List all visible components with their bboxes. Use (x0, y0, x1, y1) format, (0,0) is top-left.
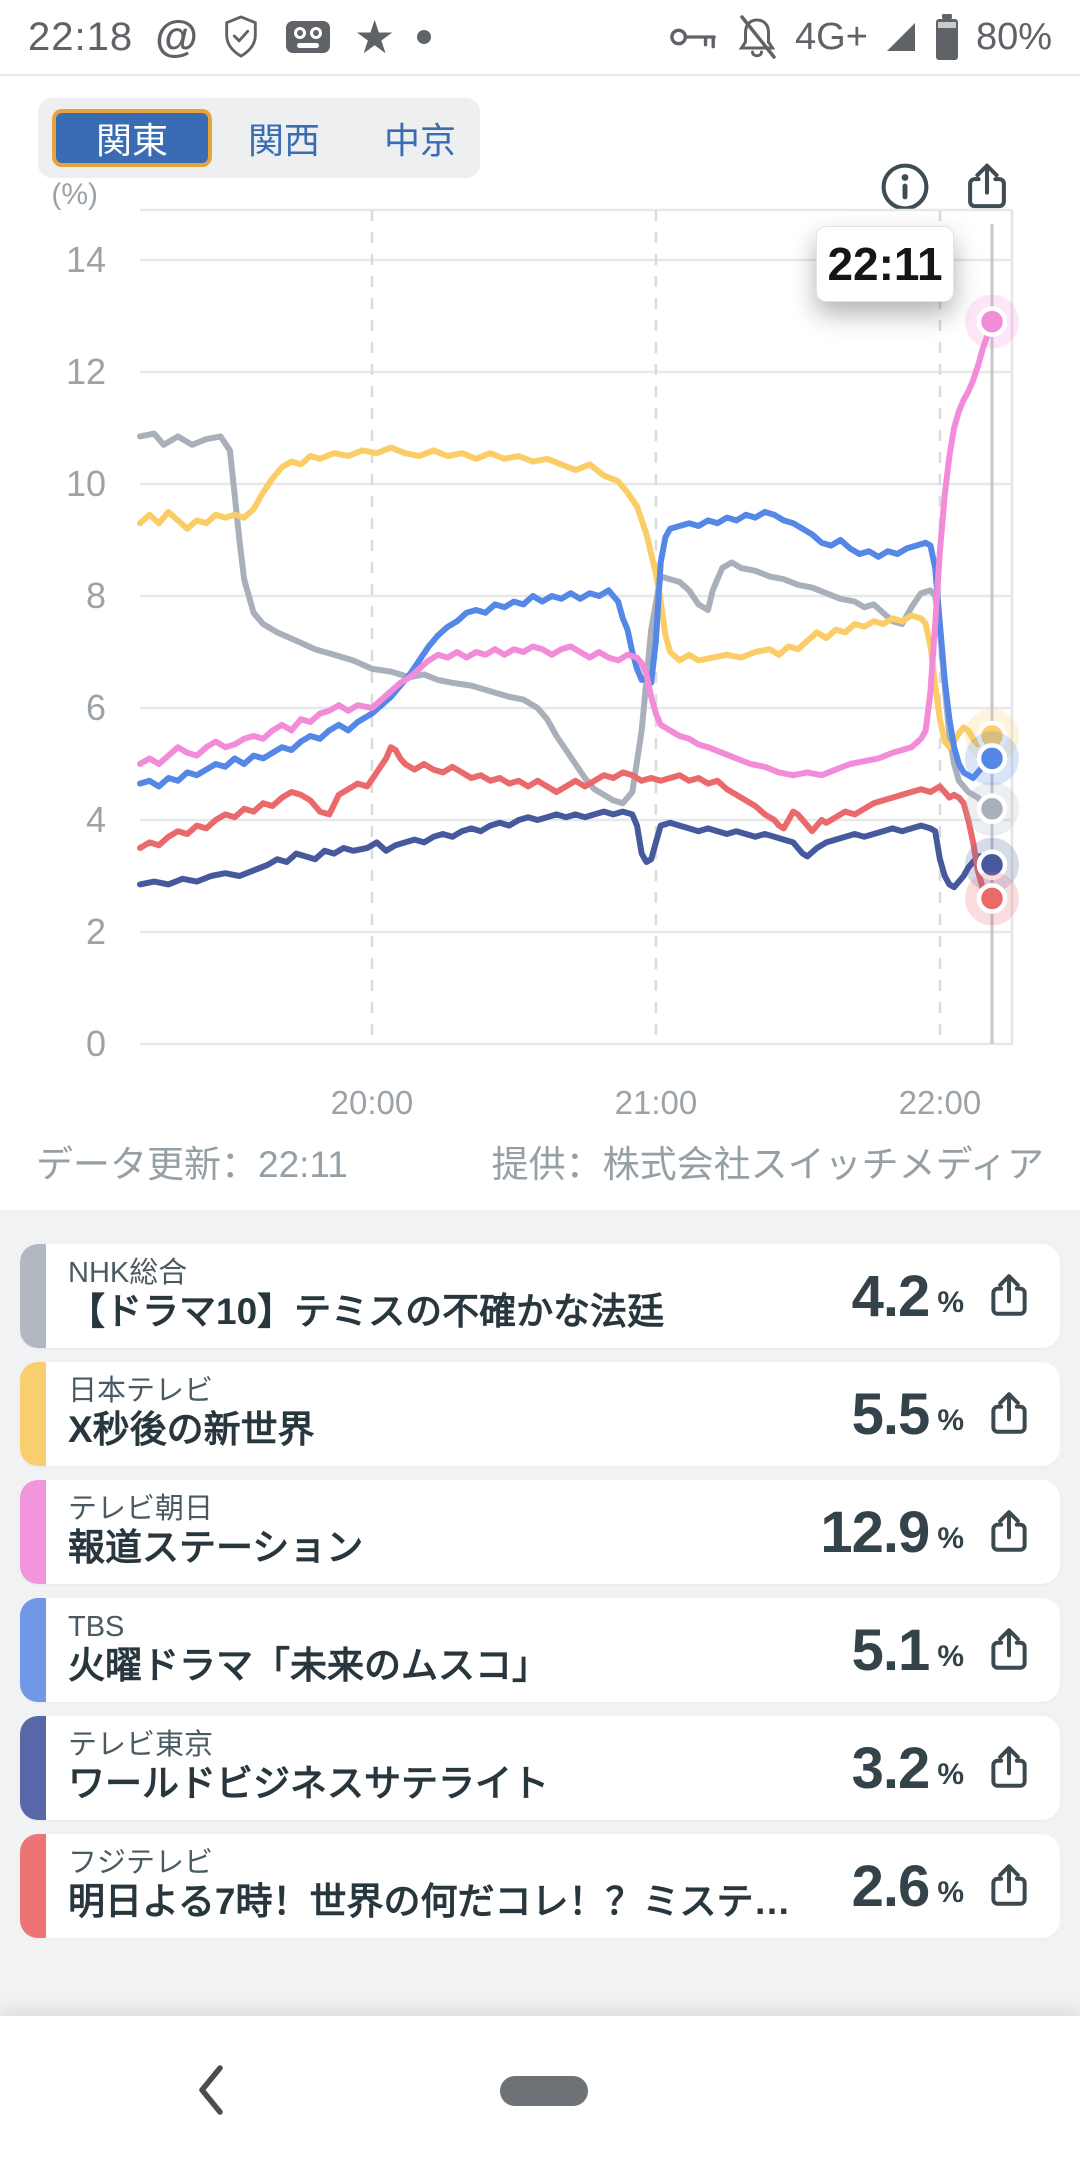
tooltip-time: 22:11 (827, 238, 943, 290)
station-name: テレビ東京 (68, 1729, 214, 1762)
shield-check-icon (220, 14, 262, 60)
battery-percent-label: 80% (975, 15, 1052, 58)
tab-region-0[interactable]: 関東 (52, 109, 212, 167)
info-icon[interactable] (878, 160, 932, 214)
share-icon[interactable] (960, 160, 1014, 214)
ratings-line-chart[interactable]: 0 2 4 6 8 10 12 14 (%) 20:00 21:00 22:00 (0, 170, 1080, 1130)
channel-row[interactable]: テレビ東京 ワールドビジネスサテライト 3.2 % (20, 1716, 1060, 1820)
channel-color-strip (20, 1362, 46, 1466)
program-title: 明日よる7時！世界の何だコレ！？ミステ… (68, 1881, 791, 1923)
rating-value: 3.2 (851, 1735, 931, 1801)
svg-text:6: 6 (86, 687, 106, 728)
program-title: X秒後の新世界 (68, 1409, 315, 1451)
row-share-icon[interactable] (984, 1389, 1034, 1439)
channel-color-strip (20, 1480, 46, 1584)
program-title: 報道ステーション (68, 1527, 364, 1569)
region-tab-bar: 関東 関西 中京 (38, 98, 480, 178)
key-icon (669, 21, 719, 53)
program-title: 火曜ドラマ「未来のムスコ」 (68, 1645, 549, 1687)
station-name: TBS (68, 1611, 125, 1644)
channel-row[interactable]: NHK総合 【ドラマ10】テミスの不確かな法廷 4.2 % (20, 1244, 1060, 1348)
row-share-icon[interactable] (984, 1861, 1034, 1911)
svg-text:21:00: 21:00 (615, 1084, 698, 1121)
row-share-icon[interactable] (984, 1743, 1034, 1793)
rating-value: 5.5 (851, 1381, 931, 1447)
threads-icon: @ (155, 12, 199, 61)
station-name: テレビ朝日 (68, 1493, 214, 1526)
channel-row[interactable]: 日本テレビ X秒後の新世界 5.5 % (20, 1362, 1060, 1466)
rating-value: 4.2 (851, 1263, 931, 1329)
channel-row[interactable]: フジテレビ 明日よる7時！世界の何だコレ！？ミステ… 2.6 % (20, 1834, 1060, 1938)
rating-unit: % (937, 1522, 964, 1555)
svg-text:2: 2 (86, 911, 106, 952)
svg-text:0: 0 (86, 1023, 106, 1064)
voice-recorder-icon (284, 17, 332, 57)
station-name: NHK総合 (68, 1257, 188, 1290)
channel-list: NHK総合 【ドラマ10】テミスの不確かな法廷 4.2 % 日本テレビ X秒後の… (0, 1210, 1080, 2016)
home-pill[interactable] (500, 2076, 588, 2106)
back-button[interactable] (190, 2060, 232, 2125)
network-type-label: 4G+ (795, 15, 868, 58)
data-updated-label: データ更新：22:11 (36, 1144, 348, 1185)
channel-row[interactable]: TBS 火曜ドラマ「未来のムスコ」 5.1 % (20, 1598, 1060, 1702)
status-bar: 22:18 @ ★ 4G+ 80% (0, 0, 1080, 76)
svg-text:8: 8 (86, 575, 106, 616)
channel-color-strip (20, 1716, 46, 1820)
rating-unit: % (937, 1286, 964, 1319)
rating-value: 5.1 (851, 1617, 931, 1683)
svg-text:12: 12 (66, 351, 106, 392)
notification-dot-icon (417, 30, 432, 44)
tab-region-1[interactable]: 関西 (247, 120, 320, 161)
row-share-icon[interactable] (984, 1271, 1034, 1321)
rating-unit: % (937, 1876, 964, 1909)
svg-text:14: 14 (66, 239, 106, 280)
tab-region-2[interactable]: 中京 (383, 120, 456, 161)
station-name: 日本テレビ (68, 1375, 214, 1408)
row-share-icon[interactable] (984, 1625, 1034, 1675)
svg-text:20:00: 20:00 (331, 1084, 414, 1121)
row-share-icon[interactable] (984, 1507, 1034, 1557)
rating-value: 2.6 (851, 1853, 931, 1919)
rating-unit: % (937, 1640, 964, 1673)
signal-icon (884, 20, 918, 54)
battery-icon (934, 13, 960, 61)
channel-color-strip (20, 1244, 46, 1348)
station-name: フジテレビ (68, 1847, 214, 1880)
bell-off-icon (735, 13, 779, 61)
svg-text:(%): (%) (51, 178, 98, 211)
svg-text:4: 4 (86, 799, 106, 840)
status-clock: 22:18 (28, 14, 134, 59)
rating-unit: % (937, 1404, 964, 1437)
rating-unit: % (937, 1758, 964, 1791)
star-icon: ★ (354, 11, 396, 63)
rating-value: 12.9 (820, 1499, 930, 1565)
channel-color-strip (20, 1598, 46, 1702)
svg-text:10: 10 (66, 463, 106, 504)
svg-text:22:00: 22:00 (899, 1084, 982, 1121)
cursor-time-tooltip: 22:11 (816, 226, 954, 302)
program-title: 【ドラマ10】テミスの不確かな法廷 (68, 1291, 665, 1333)
program-title: ワールドビジネスサテライト (68, 1763, 549, 1805)
channel-row[interactable]: テレビ朝日 報道ステーション 12.9 % (20, 1480, 1060, 1584)
channel-color-strip (20, 1834, 46, 1938)
provider-label: 提供：株式会社スイッチメディア (491, 1144, 1044, 1185)
